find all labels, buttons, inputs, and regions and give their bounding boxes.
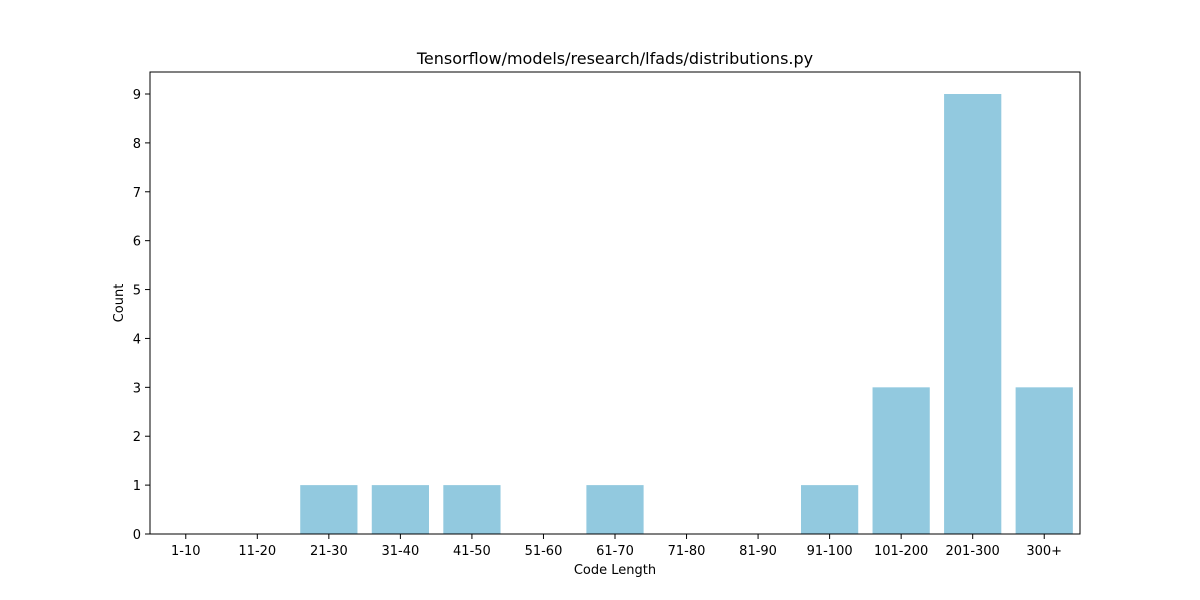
x-tick-label: 81-90 (739, 544, 777, 559)
y-axis-label: Count (112, 284, 127, 323)
x-tick-label: 21-30 (310, 544, 348, 559)
plot-frame (149, 71, 1081, 535)
bar-300+ (1015, 387, 1073, 534)
bar-91-100 (801, 485, 859, 534)
y-tick-label: 8 (133, 137, 141, 152)
y-tick-label: 4 (133, 332, 141, 347)
x-tick-label: 1-10 (171, 544, 201, 559)
bar-21-30 (300, 485, 358, 534)
chart-title: Tensorflow/models/research/lfads/distrib… (416, 49, 813, 68)
y-tick-label: 9 (133, 88, 141, 103)
bar-101-200 (872, 387, 930, 534)
y-tick-label: 7 (133, 186, 141, 201)
x-tick-label: 201-300 (946, 544, 1000, 559)
bar-41-50 (443, 485, 501, 534)
x-tick-label: 41-50 (453, 544, 491, 559)
bar-31-40 (371, 485, 429, 534)
y-tick-label: 3 (133, 381, 141, 396)
x-axis-label: Code Length (574, 563, 656, 578)
y-tick-label: 6 (133, 235, 141, 250)
y-tick-label: 0 (133, 528, 141, 543)
y-tick-label: 1 (133, 479, 141, 494)
x-tick-label: 61-70 (596, 544, 634, 559)
y-axis-ticks: 0 1 2 3 4 5 6 7 8 9 (133, 88, 150, 543)
x-tick-label: 300+ (1026, 544, 1062, 559)
bar-61-70 (586, 485, 644, 534)
x-tick-label: 101-200 (874, 544, 928, 559)
x-tick-label: 91-100 (807, 544, 853, 559)
x-axis-ticks: 1-10 11-20 21-30 31-40 41-50 51-60 61-70 71-80 8… (171, 534, 1062, 559)
x-tick-label: 11-20 (238, 544, 276, 559)
x-tick-label: 51-60 (525, 544, 563, 559)
y-tick-label: 5 (133, 284, 141, 299)
bars-group (300, 94, 1073, 534)
bar-201-300 (944, 94, 1002, 534)
x-tick-label: 31-40 (381, 544, 419, 559)
x-tick-label: 71-80 (668, 544, 706, 559)
y-tick-label: 2 (133, 430, 141, 445)
